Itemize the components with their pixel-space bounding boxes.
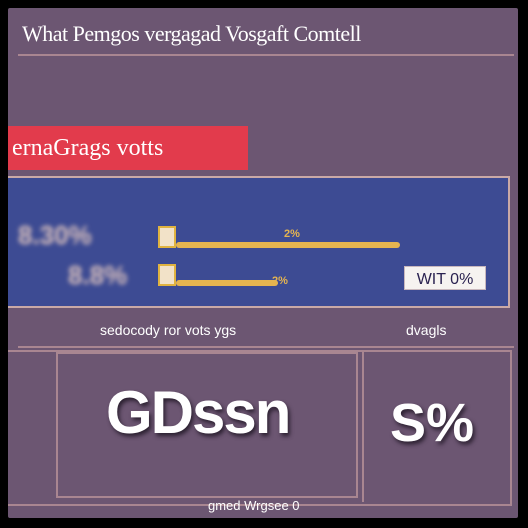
summary-frame — [8, 350, 512, 506]
page-title: What Pemgos vergagad Vosgaft Comtell — [22, 21, 361, 46]
summary-separator — [362, 352, 364, 502]
row-1-marker[interactable] — [158, 226, 176, 248]
row-2-percent: 8.8% — [68, 260, 128, 290]
row-1-percent: 8.30% — [18, 220, 92, 250]
row-2-marker[interactable] — [158, 264, 176, 286]
footer-text: gmed Wrgsee 0 — [208, 498, 300, 513]
summary-left-box — [56, 352, 358, 498]
votes-banner: ernaGrags votts — [8, 126, 248, 170]
row-1-bar — [176, 242, 400, 248]
row-1-bar-label: 2% — [284, 228, 300, 240]
summary-big-value: GDssn — [106, 379, 291, 446]
summary-left-label: sedocody ror vots ygs — [100, 322, 237, 338]
header-divider — [18, 54, 514, 56]
row-2-bar — [176, 280, 278, 286]
summary-right-label: dvagls — [406, 322, 447, 338]
summary-big-percent: S% — [390, 393, 475, 453]
app-screen: What Pemgos vergagad Vosgaft Comtell ern… — [8, 8, 518, 518]
vote-button[interactable]: WIT 0% — [404, 266, 486, 290]
row-2-bar-label: 2% — [272, 275, 288, 287]
summary-divider — [18, 346, 514, 348]
results-panel: 8.30% 2% 8.8% 2% WIT 0% — [8, 176, 510, 308]
